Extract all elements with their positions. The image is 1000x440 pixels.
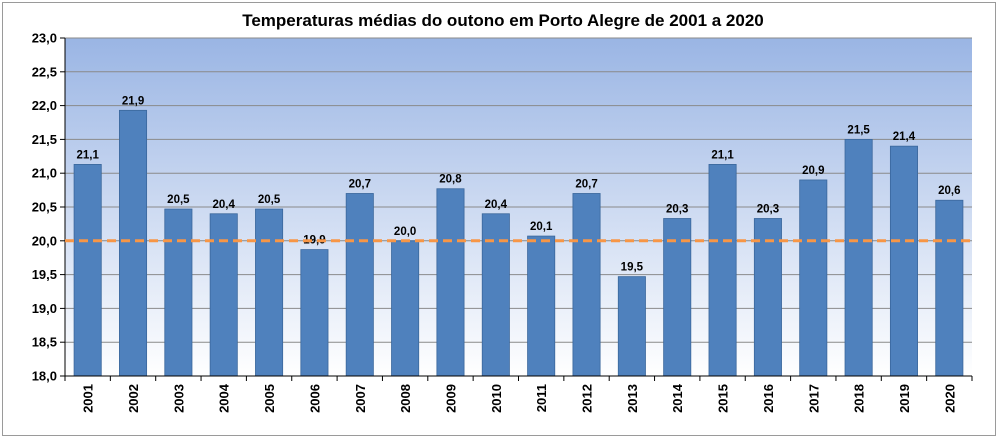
bar-2019 xyxy=(889,145,918,377)
data-label-2012: 20,7 xyxy=(575,178,597,190)
x-tick-label-2001: 2001 xyxy=(81,384,96,413)
bar-2016 xyxy=(753,218,782,377)
bar-2008 xyxy=(391,240,420,377)
bar-2001 xyxy=(73,164,102,377)
data-label-2016: 20,3 xyxy=(757,203,779,215)
x-tick-label-2006: 2006 xyxy=(307,384,322,413)
x-tick-label-2005: 2005 xyxy=(262,384,277,413)
bar-2002 xyxy=(119,109,148,377)
bar-2010 xyxy=(481,213,510,377)
bar-2011 xyxy=(527,235,556,377)
data-label-2001: 21,1 xyxy=(76,149,99,161)
y-tick-label: 20,0 xyxy=(32,233,57,248)
x-tick-label-2014: 2014 xyxy=(670,383,685,413)
bar-2017 xyxy=(799,179,828,377)
y-tick-label: 18,5 xyxy=(32,335,57,350)
x-tick-label-2009: 2009 xyxy=(443,384,458,413)
data-label-2005: 20,5 xyxy=(258,194,281,206)
y-tick-label: 21,0 xyxy=(32,166,57,181)
bar-2005 xyxy=(255,208,284,377)
x-tick-label-2011: 2011 xyxy=(534,384,549,412)
data-label-2010: 20,4 xyxy=(485,199,508,211)
bar-2009 xyxy=(436,188,465,377)
x-tick-label-2019: 2019 xyxy=(897,384,912,413)
y-tick-label: 22,5 xyxy=(32,64,57,79)
data-label-2013: 19,5 xyxy=(621,262,644,274)
bar-2020 xyxy=(935,199,964,377)
data-label-2002: 21,9 xyxy=(122,95,144,107)
x-tick-label-2020: 2020 xyxy=(942,384,957,413)
bar-2014 xyxy=(663,218,692,377)
bar-2004 xyxy=(209,213,238,377)
data-label-2011: 20,1 xyxy=(530,221,553,233)
data-label-2020: 20,6 xyxy=(938,185,960,197)
y-tick-label: 19,5 xyxy=(32,267,57,282)
bar-2003 xyxy=(164,208,193,377)
y-tick-label: 19,0 xyxy=(32,301,57,316)
x-tick-label-2017: 2017 xyxy=(806,384,821,413)
x-tick-label-2008: 2008 xyxy=(398,384,413,413)
x-tick-label-2003: 2003 xyxy=(171,384,186,413)
x-tick-label-2012: 2012 xyxy=(580,384,595,413)
x-tick-label-2004: 2004 xyxy=(217,383,232,413)
x-tick-label-2010: 2010 xyxy=(489,384,504,413)
bar-2013 xyxy=(617,276,646,377)
y-tick-label: 21,5 xyxy=(32,132,57,147)
bar-2007 xyxy=(345,193,374,377)
y-tick-label: 20,5 xyxy=(32,200,57,215)
data-label-2014: 20,3 xyxy=(666,203,688,215)
y-tick-label: 23,0 xyxy=(32,31,57,46)
data-label-2017: 20,9 xyxy=(802,165,824,177)
data-label-2015: 21,1 xyxy=(711,149,734,161)
data-label-2018: 21,5 xyxy=(847,124,870,136)
data-label-2004: 20,4 xyxy=(213,199,236,211)
y-tick-label: 18,0 xyxy=(32,369,57,384)
data-label-2006: 19,9 xyxy=(303,235,325,247)
x-tick-label-2015: 2015 xyxy=(716,384,731,413)
x-tick-label-2018: 2018 xyxy=(852,384,867,413)
bar-2012 xyxy=(572,193,601,377)
x-tick-label-2002: 2002 xyxy=(126,384,141,413)
bar-2006 xyxy=(300,249,329,377)
data-label-2007: 20,7 xyxy=(349,178,371,190)
bar-2018 xyxy=(844,138,873,377)
chart-title: Temperaturas médias do outono em Porto A… xyxy=(242,11,764,30)
data-label-2019: 21,4 xyxy=(893,131,916,143)
data-label-2008: 20,0 xyxy=(394,226,416,238)
y-tick-label: 22,0 xyxy=(32,98,57,113)
data-label-2003: 20,5 xyxy=(167,194,190,206)
x-tick-label-2013: 2013 xyxy=(625,384,640,413)
bar-2015 xyxy=(708,164,737,377)
x-tick-label-2007: 2007 xyxy=(353,384,368,413)
x-tick-label-2016: 2016 xyxy=(761,384,776,413)
data-label-2009: 20,8 xyxy=(439,174,462,186)
